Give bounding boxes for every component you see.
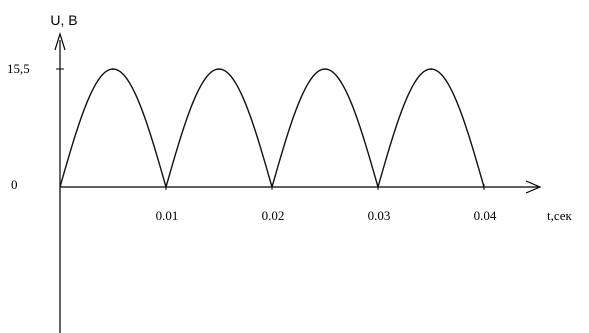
y-axis-arrow bbox=[54, 31, 66, 51]
voltage-half-wave-2 bbox=[165, 68, 273, 188]
x-tick-group: 0.01 0.02 0.03 0.04 bbox=[156, 184, 497, 223]
x-tick-label: 0.04 bbox=[474, 208, 497, 223]
y-tick-group: 015,5 bbox=[7, 61, 64, 192]
series-group bbox=[59, 68, 485, 188]
x-tick-label: 0.01 bbox=[156, 208, 179, 223]
y-axis-label: U, В bbox=[50, 12, 77, 28]
voltage-half-wave-3 bbox=[271, 68, 379, 188]
voltage-half-wave-4 bbox=[377, 68, 485, 188]
x-tick-label: 0.03 bbox=[368, 208, 391, 223]
x-axis-label: t,сек bbox=[547, 208, 573, 223]
y-tick-label: 0 bbox=[11, 177, 18, 192]
x-tick-label: 0.02 bbox=[262, 208, 285, 223]
x-axis-arrow bbox=[525, 180, 542, 194]
y-tick-label: 15,5 bbox=[7, 61, 30, 76]
voltage-half-wave-1 bbox=[59, 68, 167, 188]
